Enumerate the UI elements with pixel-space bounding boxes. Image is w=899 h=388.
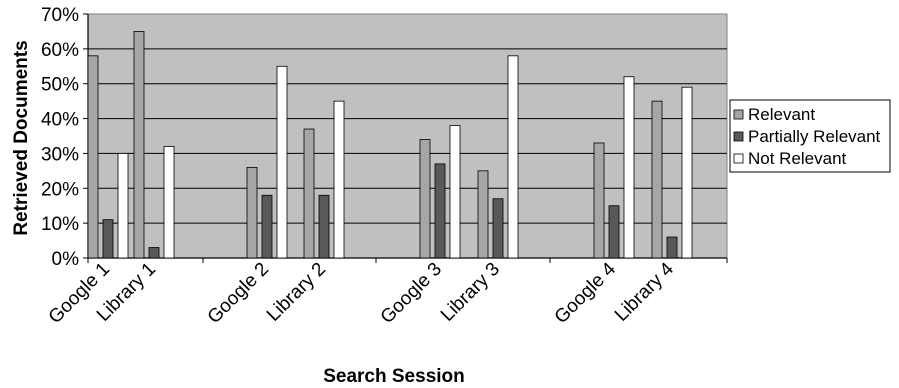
legend-swatch <box>733 109 744 120</box>
y-tick-label: 30% <box>41 144 79 165</box>
y-tick-label: 50% <box>41 75 79 96</box>
bar <box>117 153 129 259</box>
bar <box>246 166 258 259</box>
x-tick-label: Google 3 <box>377 259 446 328</box>
plot-area <box>87 13 728 259</box>
legend-label: Not Relevant <box>748 149 847 168</box>
legend-box <box>729 99 891 173</box>
bar <box>163 146 175 259</box>
bar <box>492 198 504 259</box>
bar <box>623 76 635 259</box>
legend: Relevant Partially Relevant Not Relevant <box>729 99 891 173</box>
x-axis-title: Search Session <box>323 366 465 387</box>
y-tick-label: 40% <box>41 110 79 131</box>
bar <box>133 31 145 259</box>
bar <box>449 125 461 259</box>
bar <box>87 55 99 259</box>
y-tick-label: 20% <box>41 179 79 200</box>
x-tick-label: Google 4 <box>551 258 621 328</box>
bar <box>434 163 446 259</box>
bar <box>666 236 678 259</box>
x-tick-label: Library 4 <box>611 258 678 325</box>
bar <box>608 205 620 259</box>
bar <box>276 65 288 259</box>
y-tick-label: 70% <box>41 5 79 26</box>
bar <box>593 142 605 259</box>
y-tick-label: 60% <box>41 40 79 61</box>
y-tick-label: 10% <box>41 214 79 235</box>
bar <box>261 194 273 259</box>
bar <box>333 100 345 259</box>
bar <box>681 86 693 259</box>
bar <box>148 247 160 259</box>
bar <box>477 170 489 259</box>
bar <box>102 219 114 259</box>
bar <box>419 139 431 259</box>
bar <box>507 55 519 259</box>
legend-label: Relevant <box>748 105 815 124</box>
bar <box>651 100 663 259</box>
legend-swatch <box>733 131 744 142</box>
legend-swatch <box>733 153 744 164</box>
y-tick-label: 0% <box>52 249 80 270</box>
bar <box>303 128 315 259</box>
x-tick-label: Google 2 <box>204 259 273 328</box>
legend-label: Partially Relevant <box>748 127 881 146</box>
x-tick-label: Library 3 <box>437 259 504 326</box>
y-axis-title: Retrieved Documents <box>11 40 32 235</box>
x-tick-label: Library 2 <box>263 259 330 326</box>
bar <box>318 194 330 259</box>
